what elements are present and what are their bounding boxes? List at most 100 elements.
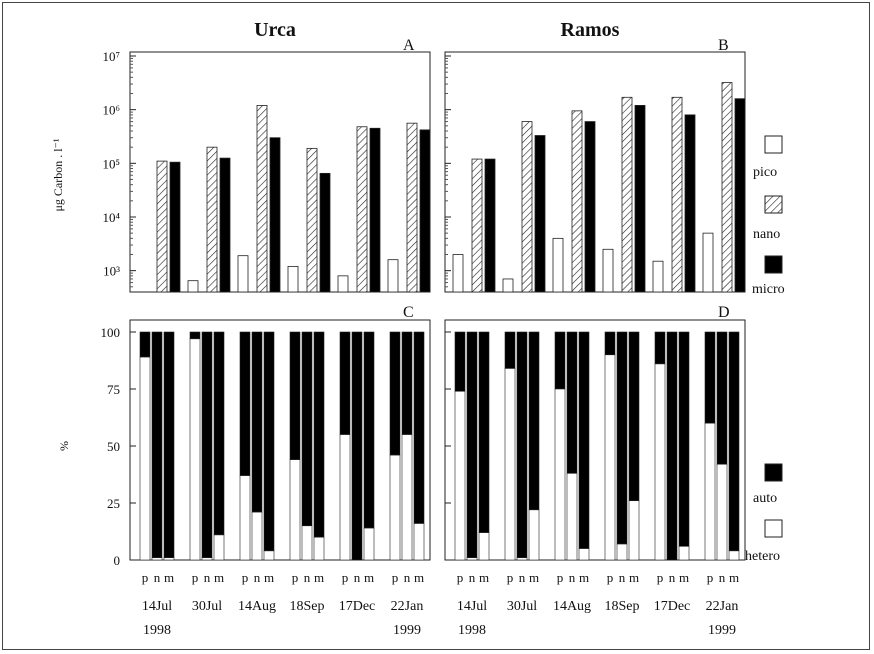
- bar-auto: [413, 331, 425, 524]
- bar-auto: [189, 331, 201, 340]
- bar-auto: [578, 331, 590, 549]
- bar-pico: [602, 248, 614, 293]
- bar-hetero: [466, 557, 478, 561]
- bar-hetero: [301, 525, 313, 561]
- bar-type-label: m: [264, 570, 274, 585]
- date-label: 22Jan: [391, 599, 424, 614]
- bar-micro: [419, 129, 431, 293]
- bar-auto: [239, 331, 251, 476]
- bar-type-label: m: [629, 570, 639, 585]
- legend-swatch-hetero: [764, 519, 783, 538]
- bar-nano: [406, 122, 418, 293]
- title-urca: Urca: [254, 19, 296, 41]
- bar-micro: [734, 98, 746, 293]
- bar-auto: [289, 331, 301, 460]
- bar-auto: [301, 331, 313, 527]
- date-label: 14Aug: [238, 599, 276, 614]
- bar-micro: [219, 157, 231, 293]
- bar-nano: [571, 110, 583, 293]
- bar-auto: [313, 331, 325, 538]
- bar-hetero: [413, 523, 425, 561]
- bar-hetero: [151, 557, 163, 561]
- date-label: 17Dec: [339, 599, 376, 614]
- bar-type-label: n: [154, 570, 161, 585]
- panel-letter-b: B: [718, 37, 729, 54]
- bar-type-label: p: [292, 570, 299, 585]
- year-label: 1998: [458, 623, 486, 638]
- bar-pico: [552, 237, 564, 293]
- bar-hetero: [716, 463, 728, 561]
- bar-pico: [237, 255, 249, 293]
- bar-nano: [206, 146, 218, 293]
- bar-nano: [306, 147, 318, 293]
- bar-auto: [163, 331, 175, 559]
- bar-auto: [504, 331, 516, 369]
- bar-hetero: [401, 434, 413, 561]
- bar-auto: [466, 331, 478, 559]
- bar-auto: [678, 331, 690, 547]
- legend-swatch-nano: [764, 195, 783, 214]
- bar-auto: [139, 331, 151, 358]
- bar-hetero: [554, 388, 566, 561]
- bar-hetero: [528, 509, 540, 561]
- bar-type-label: m: [314, 570, 324, 585]
- bar-type-label: m: [164, 570, 174, 585]
- legend-swatch-pico: [764, 135, 783, 154]
- legend-label-hetero: hetero: [745, 549, 780, 564]
- bar-auto: [339, 331, 351, 435]
- bar-hetero: [578, 548, 590, 561]
- bar-hetero: [654, 363, 666, 561]
- bar-hetero: [163, 557, 175, 561]
- panel-letter-d: D: [718, 304, 730, 321]
- bar-nano: [156, 160, 168, 293]
- bar-type-label: m: [364, 570, 374, 585]
- y-tick-label: 25: [107, 496, 120, 511]
- panel-letter-c: C: [403, 304, 414, 321]
- bar-micro: [319, 172, 331, 293]
- bar-micro: [169, 161, 181, 293]
- bar-hetero: [628, 500, 640, 561]
- bar-type-label: m: [579, 570, 589, 585]
- bar-nano: [356, 126, 368, 293]
- bar-type-label: m: [414, 570, 424, 585]
- bar-pico: [452, 254, 464, 293]
- bar-type-label: n: [404, 570, 411, 585]
- bar-hetero: [263, 550, 275, 561]
- bar-auto: [554, 331, 566, 390]
- bar-auto: [401, 331, 413, 435]
- bar-pico: [287, 265, 299, 293]
- bar-type-label: n: [669, 570, 676, 585]
- bar-hetero: [363, 527, 375, 561]
- legend-swatch-auto: [764, 463, 783, 482]
- bar-micro: [584, 121, 596, 293]
- bar-type-label: p: [342, 570, 349, 585]
- bar-hetero: [454, 390, 466, 561]
- bar-nano: [721, 82, 733, 293]
- bar-pico: [702, 232, 714, 293]
- plot-area-d: [444, 319, 746, 561]
- y-tick-label: 10³: [103, 264, 120, 279]
- bar-type-label: p: [707, 570, 714, 585]
- bar-nano: [671, 96, 683, 293]
- bar-nano: [256, 105, 268, 293]
- bar-type-label: p: [457, 570, 464, 585]
- bar-type-label: m: [529, 570, 539, 585]
- bar-type-label: n: [304, 570, 311, 585]
- bar-hetero: [213, 534, 225, 561]
- bar-type-label: n: [204, 570, 211, 585]
- bar-auto: [201, 331, 213, 559]
- legend-swatch-micro: [764, 255, 783, 274]
- y-tick-label: 75: [107, 382, 120, 397]
- bar-auto: [263, 331, 275, 552]
- bar-hetero: [339, 434, 351, 561]
- y-tick-label: 0: [114, 553, 121, 568]
- y-tick-label: 10⁶: [102, 103, 120, 118]
- bar-auto: [213, 331, 225, 536]
- bar-auto: [389, 331, 401, 456]
- date-label: 17Dec: [654, 599, 691, 614]
- date-label: 18Sep: [290, 599, 325, 614]
- legend-label-pico: pico: [753, 165, 777, 180]
- bar-hetero: [313, 536, 325, 561]
- bar-auto: [704, 331, 716, 424]
